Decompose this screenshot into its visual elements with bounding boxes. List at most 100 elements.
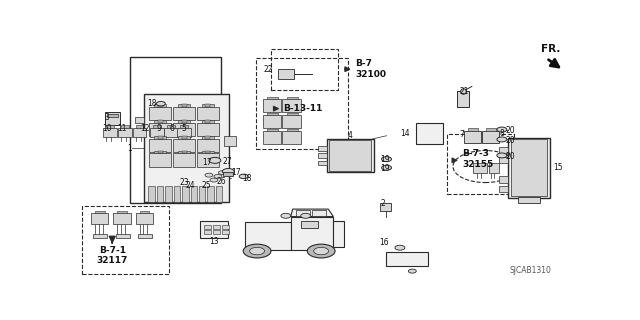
Text: B-7
32100: B-7 32100: [355, 60, 387, 79]
Text: 21: 21: [460, 87, 469, 96]
Bar: [173, 107, 195, 120]
Bar: [150, 107, 172, 120]
Bar: [278, 69, 294, 79]
Bar: [268, 129, 278, 131]
Bar: [262, 131, 282, 144]
Bar: [91, 213, 108, 224]
Bar: [318, 154, 327, 158]
Bar: [197, 123, 219, 136]
Bar: [499, 147, 508, 153]
Bar: [182, 186, 189, 202]
Circle shape: [243, 244, 271, 258]
Text: SJCAB1310: SJCAB1310: [509, 267, 551, 276]
Bar: [224, 136, 236, 146]
Circle shape: [156, 101, 165, 106]
Text: 13: 13: [209, 237, 219, 246]
Bar: [93, 234, 108, 238]
Bar: [103, 128, 116, 137]
Bar: [287, 97, 298, 99]
Circle shape: [205, 173, 213, 177]
Bar: [173, 123, 195, 136]
Circle shape: [497, 127, 507, 132]
Bar: [150, 154, 172, 167]
Bar: [136, 125, 143, 128]
Text: 24: 24: [186, 180, 195, 189]
Bar: [153, 125, 161, 128]
Bar: [205, 120, 211, 123]
Bar: [116, 234, 129, 238]
Bar: [165, 186, 172, 202]
Bar: [154, 150, 166, 154]
Bar: [150, 139, 172, 153]
Bar: [83, 206, 169, 274]
Bar: [271, 50, 338, 90]
Bar: [262, 99, 282, 112]
Bar: [482, 131, 499, 143]
Bar: [204, 230, 211, 234]
Bar: [180, 125, 188, 128]
Polygon shape: [291, 209, 333, 217]
Bar: [333, 221, 344, 247]
Bar: [182, 104, 187, 107]
Bar: [150, 123, 172, 136]
Bar: [511, 139, 547, 196]
Text: 4: 4: [348, 131, 353, 140]
Bar: [380, 204, 391, 211]
Circle shape: [210, 178, 218, 182]
Bar: [222, 230, 229, 234]
Bar: [268, 97, 278, 99]
Bar: [118, 128, 132, 137]
Bar: [213, 225, 220, 229]
Bar: [199, 186, 205, 202]
Circle shape: [314, 247, 328, 255]
Bar: [222, 225, 229, 229]
Bar: [129, 57, 221, 204]
Bar: [178, 120, 190, 123]
Bar: [158, 150, 163, 154]
Bar: [145, 94, 229, 202]
Bar: [282, 99, 301, 112]
Bar: [150, 128, 164, 137]
Bar: [282, 131, 301, 144]
Bar: [154, 120, 166, 123]
Bar: [164, 128, 178, 137]
Bar: [95, 211, 105, 213]
Circle shape: [218, 171, 227, 175]
Text: 12: 12: [140, 124, 149, 133]
Bar: [287, 129, 298, 131]
Text: 19: 19: [380, 155, 390, 164]
Bar: [223, 172, 233, 176]
Bar: [287, 113, 298, 115]
Circle shape: [381, 157, 392, 162]
Bar: [154, 104, 166, 107]
Circle shape: [222, 169, 234, 174]
Bar: [387, 252, 428, 266]
Bar: [191, 186, 197, 202]
Text: 7: 7: [460, 130, 465, 139]
Bar: [202, 120, 214, 123]
Text: 15: 15: [554, 163, 563, 172]
Bar: [197, 107, 219, 120]
Bar: [182, 136, 187, 139]
Bar: [106, 125, 114, 128]
Text: B-7-1
32117: B-7-1 32117: [97, 245, 128, 265]
Text: FR.: FR.: [541, 44, 561, 54]
Bar: [329, 140, 371, 171]
Text: 16: 16: [379, 238, 388, 247]
Bar: [157, 186, 163, 202]
Bar: [207, 186, 214, 202]
Bar: [499, 157, 508, 163]
Text: 25: 25: [202, 180, 211, 189]
Bar: [177, 128, 191, 137]
Bar: [499, 186, 508, 192]
Bar: [205, 104, 211, 107]
Bar: [204, 225, 211, 229]
Circle shape: [307, 244, 335, 258]
Bar: [148, 186, 155, 202]
Bar: [447, 134, 514, 194]
Bar: [197, 154, 219, 167]
Text: 17: 17: [202, 158, 211, 167]
Bar: [154, 136, 166, 139]
Text: 2: 2: [380, 199, 385, 208]
Circle shape: [408, 269, 416, 273]
